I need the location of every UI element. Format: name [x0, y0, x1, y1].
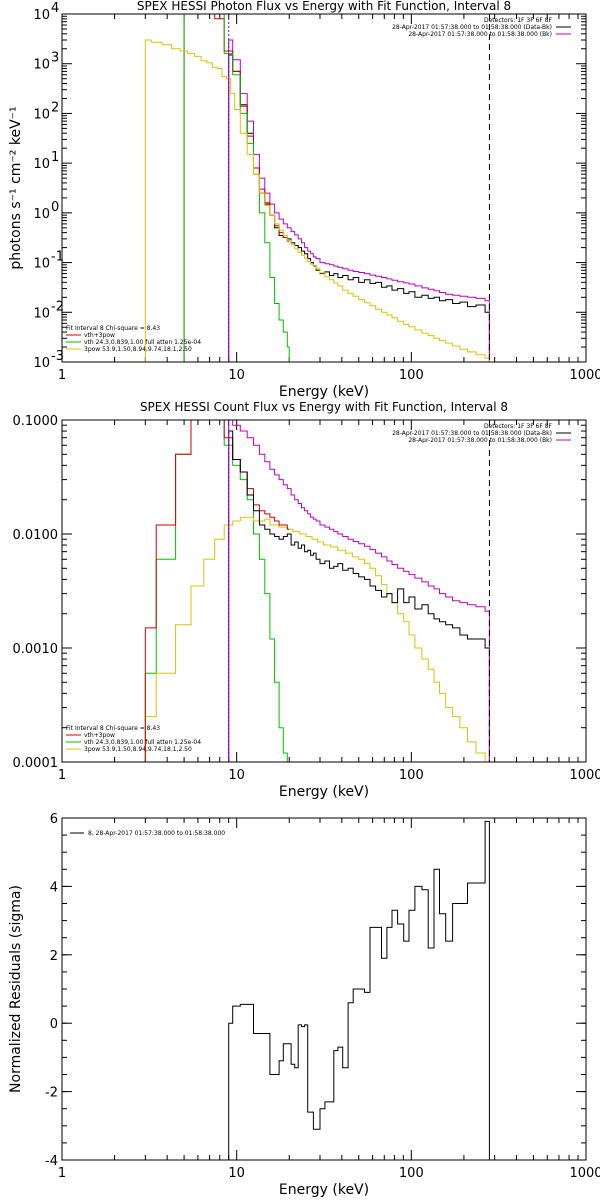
chart-photon: SPEX HESSI Photon Flux vs Energy with Fi…: [8, 0, 600, 400]
y-tick-exponent: 0: [51, 200, 59, 215]
y-tick-label: 0.0100: [13, 528, 59, 543]
x-tick-label: 1000: [569, 1166, 600, 1181]
y-tick-exponent: 1: [51, 150, 59, 165]
legend-entry: vth+3pow: [84, 332, 115, 339]
legend-entry: 8, 28-Apr-2017 01:57:38.000 to 01:58:38.…: [88, 830, 225, 837]
chart-count: SPEX HESSI Count Flux vs Energy with Fit…: [13, 400, 600, 800]
legend-entry: Fit Interval 8 Chi-square = 8.43: [66, 725, 160, 732]
y-tick-label: 10: [33, 257, 50, 272]
y-tick-exponent: 3: [51, 51, 59, 66]
series-line-bk: [228, 420, 490, 762]
x-tick-label: 10: [228, 1166, 245, 1181]
y-tick-label: 0: [50, 1017, 58, 1032]
y-tick-exponent: 2: [51, 100, 59, 115]
y-tick-label: -2: [45, 1086, 58, 1101]
series-line-data-bk: [228, 430, 490, 762]
y-tick-label: 0.0001: [13, 756, 59, 771]
x-tick-label: 100: [399, 768, 424, 783]
legend-entry: 3pow 53.9,1.50,8.94,9.74,18.1,2.50: [84, 746, 192, 753]
series-group: [144, 420, 490, 762]
legend-entry: 28-Apr-2017 01:57:38.000 to 01:58:38.000…: [408, 31, 552, 38]
plot-frame: [61, 419, 587, 763]
x-tick-label: 100: [399, 368, 424, 383]
y-tick-exponent: 4: [51, 1, 59, 16]
legend-entry: 28-Apr-2017 01:57:38.000 to 01:58:38.000…: [392, 430, 552, 437]
y-tick-label: 10: [33, 157, 50, 172]
y-axis-label: photons s⁻¹ cm⁻² keV⁻¹: [8, 106, 24, 269]
legend-entry: 3pow 53.9,1.50,8.94,9.74,18.1,2.50: [84, 346, 192, 353]
y-tick-label: 4: [50, 880, 58, 895]
legend-entry: Fit Interval 8 Chi-square = 8.43: [66, 325, 160, 332]
x-tick-label: 1: [58, 368, 66, 383]
y-tick-label: 10: [33, 58, 50, 73]
series-line-vth: [144, 420, 290, 762]
series-line-8-28-apr-2017-01-57-38-000-to-01-58-38-000: [228, 820, 490, 1160]
y-tick-label: 10: [33, 107, 50, 122]
x-tick-label: 1000: [569, 768, 600, 783]
y-tick-label: 0.1000: [13, 414, 59, 429]
x-tick-label: 1: [58, 768, 66, 783]
y-tick-label: 0.0010: [13, 642, 59, 657]
series-line-vth-3pow: [144, 420, 290, 762]
series-line-3pow: [144, 39, 490, 362]
series-group: [144, 14, 490, 362]
legend-entry: vth+3pow: [84, 732, 115, 739]
legend-entry: 28-Apr-2017 01:57:38.000 to 01:58:38.000…: [408, 437, 552, 444]
series-line-data-bk: [228, 54, 490, 362]
y-tick-label: 10: [33, 207, 50, 222]
y-tick-exponent: -1: [51, 250, 64, 265]
y-tick-label: 6: [50, 812, 58, 827]
y-axis-label: Normalized Residuals (sigma): [8, 885, 24, 1093]
chart-resid: 1 10 100 1000 -4 -2 0 2 4 6 Energy (keV) Normalized…: [8, 812, 600, 1198]
y-tick-exponent: -2: [51, 299, 64, 314]
y-tick-label: 10: [33, 356, 50, 371]
plot-frame: [61, 817, 587, 1161]
series-line-bk: [228, 39, 490, 362]
x-tick-label: 10: [228, 768, 245, 783]
series-group: [228, 820, 490, 1160]
x-axis-label: Energy (keV): [279, 1182, 369, 1198]
y-tick-exponent: -3: [51, 349, 64, 364]
legend-entry: vth 24.3,0.839,1.00 full atten 1.25e-04: [84, 739, 201, 746]
x-axis-label: Energy (keV): [279, 384, 369, 400]
legend-entry: Detectors: 1F 3F 6F 8F: [484, 423, 553, 430]
x-tick-label: 1: [58, 1166, 66, 1181]
x-tick-label: 100: [399, 1166, 424, 1181]
plot-frame: [61, 13, 587, 363]
y-tick-label: -4: [45, 1154, 58, 1169]
chart-title: SPEX HESSI Photon Flux vs Energy with Fi…: [137, 0, 511, 13]
series-line-3pow: [144, 516, 490, 762]
x-tick-label: 1000: [569, 368, 600, 383]
y-tick-label: 10: [33, 8, 50, 23]
series-line-vth: [183, 14, 290, 362]
legend-entry: Detectors: 1F 3F 6F 8F: [484, 17, 553, 24]
legend-entry: vth 24.3,0.839,1.00 full atten 1.25e-04: [84, 339, 201, 346]
y-tick-label: 2: [50, 949, 58, 964]
chart-title: SPEX HESSI Count Flux vs Energy with Fit…: [140, 400, 508, 414]
y-tick-label: 10: [33, 306, 50, 321]
legend-entry: 28-Apr-2017 01:57:38.000 to 01:58:38.000…: [392, 24, 552, 31]
x-tick-label: 10: [228, 368, 245, 383]
x-axis-label: Energy (keV): [279, 784, 369, 800]
series-line-vth-3pow: [183, 14, 290, 362]
